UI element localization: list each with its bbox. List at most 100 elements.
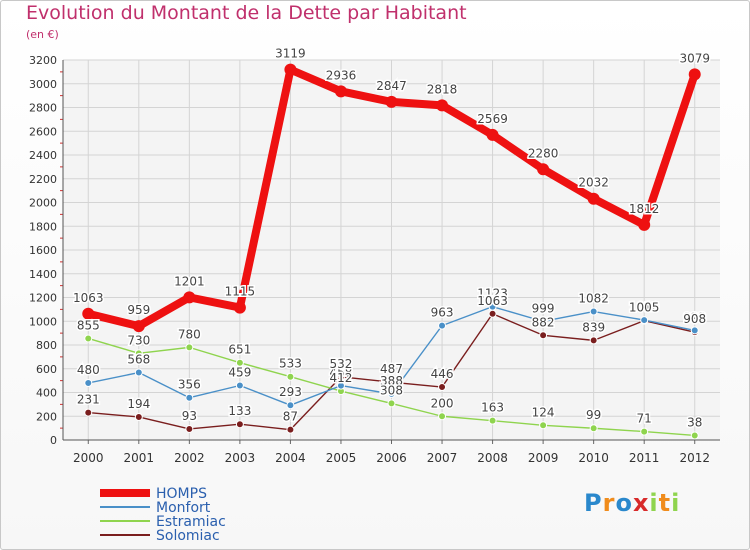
- data-point-solomiac: [488, 309, 497, 318]
- data-label-homps: 2847: [376, 79, 407, 93]
- x-tick-label: 2004: [275, 451, 306, 465]
- data-label-solomiac: 1005: [629, 301, 660, 315]
- x-tick-label: 2007: [427, 451, 458, 465]
- data-label-solomiac: 93: [182, 409, 197, 423]
- data-label-solomiac: 532: [330, 357, 353, 371]
- data-point-solomiac: [235, 420, 244, 429]
- data-point-homps: [537, 163, 550, 176]
- data-label-estramiac: 200: [431, 396, 454, 410]
- data-label-monfort: 1010: [629, 300, 660, 314]
- data-point-estramiac: [286, 372, 295, 381]
- logo-letter: o: [615, 489, 633, 517]
- data-point-monfort: [235, 381, 244, 390]
- data-point-solomiac: [84, 408, 93, 417]
- data-point-monfort: [336, 381, 345, 390]
- data-point-estramiac: [640, 427, 649, 436]
- y-tick-label: 3000: [29, 78, 57, 91]
- x-tick-label: 2011: [629, 451, 660, 465]
- logo-letter: i: [671, 489, 681, 517]
- logo-letter: i: [649, 489, 659, 517]
- data-point-homps: [486, 128, 499, 141]
- y-tick-label: 400: [36, 387, 57, 400]
- data-label-homps: 959: [127, 303, 150, 317]
- data-point-homps: [284, 63, 297, 76]
- data-label-estramiac: 124: [532, 405, 555, 419]
- data-label-solomiac: 487: [380, 362, 403, 376]
- data-point-estramiac: [185, 343, 194, 352]
- legend-label-estramiac: Estramiac: [156, 514, 226, 530]
- x-tick-label: 2009: [528, 451, 559, 465]
- data-label-monfort: 293: [279, 385, 302, 399]
- data-label-solomiac: 231: [77, 393, 100, 407]
- y-tick-label: 0: [50, 434, 57, 447]
- data-point-monfort: [286, 401, 295, 410]
- data-point-solomiac: [387, 378, 396, 387]
- data-label-monfort: 388: [380, 374, 403, 388]
- data-point-homps: [82, 307, 95, 320]
- data-point-monfort: [589, 307, 598, 316]
- data-label-homps: 1063: [73, 291, 104, 305]
- data-point-monfort: [488, 302, 497, 311]
- data-label-estramiac: 412: [330, 371, 353, 385]
- data-label-solomiac: 839: [582, 320, 605, 334]
- data-label-estramiac: 730: [127, 333, 150, 347]
- data-label-monfort: 963: [431, 306, 454, 320]
- data-point-homps: [183, 291, 196, 304]
- x-tick-label: 2001: [124, 451, 155, 465]
- data-point-estramiac: [488, 416, 497, 425]
- y-tick-label: 800: [36, 339, 57, 352]
- data-label-estramiac: 99: [586, 408, 601, 422]
- data-point-estramiac: [387, 399, 396, 408]
- y-tick-label: 2200: [29, 173, 57, 186]
- logo-letter: r: [602, 489, 616, 517]
- data-label-homps: 3079: [679, 51, 710, 65]
- data-label-monfort: 1123: [477, 287, 508, 301]
- y-tick-label: 1000: [29, 315, 57, 328]
- data-label-estramiac: 71: [637, 412, 652, 426]
- chart-title: Evolution du Montant de la Dette par Hab…: [26, 2, 467, 24]
- x-tick-label: 2010: [578, 451, 609, 465]
- data-point-estramiac: [235, 358, 244, 367]
- data-label-estramiac: 308: [380, 383, 403, 397]
- y-tick-label: 3200: [29, 54, 57, 67]
- legend-label-homps: HOMPS: [156, 486, 207, 502]
- data-point-homps: [233, 301, 246, 314]
- legend-label-monfort: Monfort: [156, 500, 211, 516]
- data-label-estramiac: 780: [178, 327, 201, 341]
- data-label-solomiac: 882: [532, 315, 555, 329]
- data-point-monfort: [539, 317, 548, 326]
- data-point-monfort: [185, 393, 194, 402]
- data-label-homps: 1812: [629, 202, 660, 216]
- x-tick-label: 2006: [376, 451, 407, 465]
- data-label-monfort: 923: [683, 310, 706, 324]
- legend-label-solomiac: Solomiac: [156, 528, 220, 544]
- data-point-solomiac: [185, 424, 194, 433]
- logo-letter: P: [584, 489, 603, 517]
- data-label-solomiac: 87: [283, 410, 298, 424]
- x-tick-label: 2003: [225, 451, 256, 465]
- data-label-homps: 3119: [275, 47, 306, 61]
- data-point-estramiac: [690, 431, 699, 440]
- x-tick-label: 2005: [326, 451, 357, 465]
- data-label-estramiac: 651: [228, 343, 251, 357]
- data-label-monfort: 1082: [578, 292, 609, 306]
- data-point-estramiac: [438, 412, 447, 421]
- y-tick-label: 2000: [29, 197, 57, 210]
- data-label-monfort: 480: [77, 363, 100, 377]
- logo-letter: t: [658, 489, 672, 517]
- data-label-homps: 2032: [578, 176, 609, 190]
- data-point-monfort: [387, 389, 396, 398]
- data-point-solomiac: [286, 425, 295, 434]
- x-tick-label: 2012: [679, 451, 710, 465]
- data-point-solomiac: [134, 412, 143, 421]
- x-tick-label: 2000: [73, 451, 104, 465]
- data-label-monfort: 999: [532, 301, 555, 315]
- data-label-solomiac: 446: [431, 367, 454, 381]
- data-label-monfort: 568: [127, 353, 150, 367]
- data-label-homps: 1115: [225, 285, 256, 299]
- logo-letter: x: [632, 489, 650, 517]
- y-tick-label: 1800: [29, 220, 57, 233]
- data-point-estramiac: [134, 349, 143, 358]
- y-tick-label: 1600: [29, 244, 57, 257]
